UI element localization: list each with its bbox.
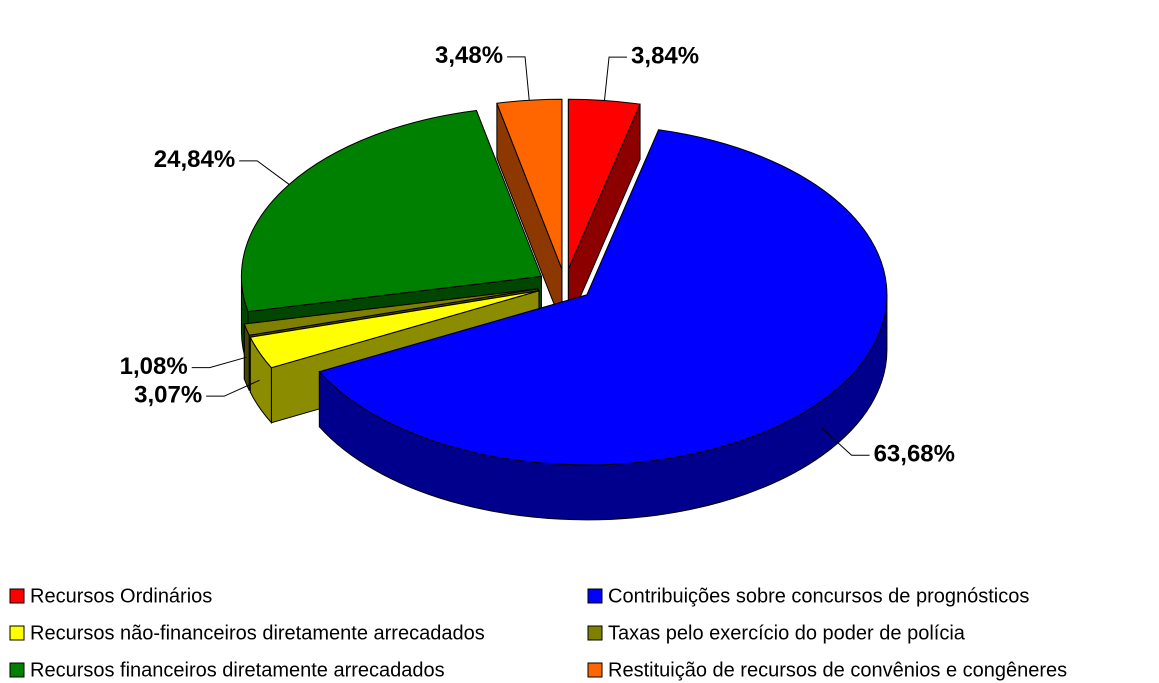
data-label: 3,48% — [435, 42, 503, 69]
slice-top — [496, 98, 563, 270]
data-label: 3,84% — [631, 43, 699, 70]
slice — [567, 98, 641, 325]
data-label: 63,68% — [874, 441, 955, 468]
slice-top — [243, 288, 538, 336]
leader-line — [821, 427, 870, 456]
legend-label: Taxas pelo exercício do poder de polícia — [608, 622, 966, 644]
legend-label: Restituição de recursos de convênios e c… — [608, 659, 1067, 681]
legend-swatch — [587, 625, 603, 641]
data-label: 3,07% — [134, 381, 202, 408]
slice — [496, 98, 563, 325]
legend-label: Contribuições sobre concursos de prognós… — [608, 585, 1029, 607]
legend-swatch — [587, 588, 603, 604]
slice-top — [567, 98, 641, 270]
leader-line — [206, 379, 260, 397]
leader-line — [239, 160, 290, 185]
legend-swatch — [9, 662, 25, 678]
legend-swatch — [587, 662, 603, 678]
leader-line — [603, 56, 628, 101]
legend-label: Recursos não-financeiros diretamente arr… — [30, 622, 485, 644]
legend-label: Recursos Ordinários — [30, 585, 212, 607]
slice — [318, 129, 888, 521]
legend-label: Recursos financeiros diretamente arrecad… — [30, 659, 445, 681]
leader-line — [507, 56, 530, 101]
legend-swatch — [9, 588, 25, 604]
slice-top — [241, 109, 543, 313]
data-label: 1,08% — [120, 353, 188, 380]
legend-swatch — [9, 625, 25, 641]
data-label: 24,84% — [154, 146, 235, 173]
leader-line — [191, 356, 247, 369]
slice-top — [318, 129, 888, 466]
slice-top — [249, 290, 540, 369]
